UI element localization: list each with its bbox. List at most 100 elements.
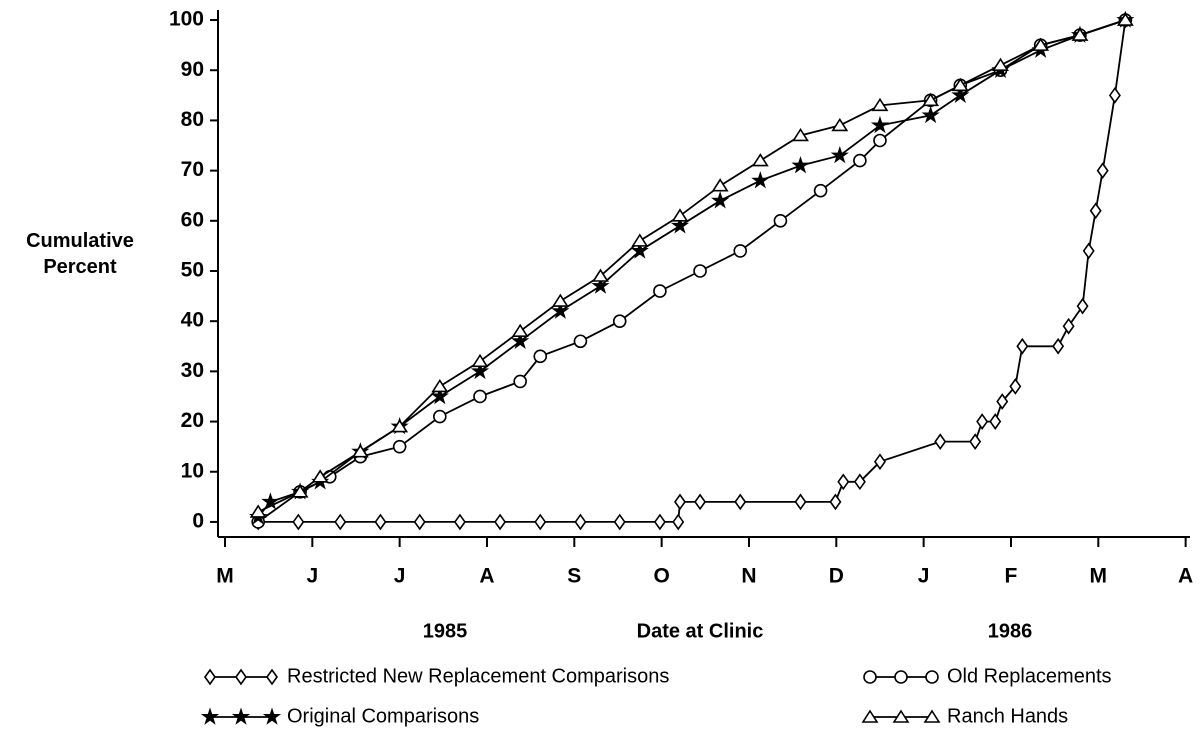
point — [1052, 337, 1065, 355]
legend-label: Ranch Hands — [947, 705, 1068, 727]
legend-marker — [861, 709, 879, 723]
point — [951, 85, 970, 104]
point — [751, 153, 769, 167]
point — [613, 513, 626, 531]
y-tick-label: 50 — [181, 259, 204, 282]
point — [653, 284, 667, 298]
year-label: 1985 — [423, 620, 468, 642]
point — [671, 208, 689, 222]
x-tick-label: J — [394, 565, 406, 588]
point — [573, 334, 588, 349]
point — [334, 513, 347, 531]
point — [694, 493, 707, 511]
legend-marker — [231, 707, 251, 725]
x-tick-label: N — [741, 565, 756, 588]
legend-label: Original Comparisons — [287, 705, 479, 727]
point — [1032, 37, 1050, 51]
point — [612, 314, 627, 328]
point — [1116, 12, 1134, 26]
point — [1062, 317, 1075, 335]
x-tick-label: J — [306, 565, 318, 588]
y-tick-label: 60 — [181, 208, 204, 231]
y-tick-label: 10 — [181, 459, 204, 482]
x-tick-label: S — [567, 565, 581, 588]
point — [773, 214, 788, 228]
point — [470, 361, 490, 380]
series-line — [257, 19, 1126, 513]
legend-item: Original Comparisons — [200, 705, 479, 727]
point — [374, 513, 387, 531]
point — [513, 374, 527, 389]
y-axis-title: Cumulative Percent — [26, 230, 134, 278]
legend-item: Restricted New Replacement Comparisons — [204, 665, 669, 687]
point — [969, 433, 982, 451]
point — [853, 473, 866, 491]
point — [853, 153, 867, 168]
point — [431, 378, 449, 393]
x-tick-label: M — [216, 565, 234, 588]
point — [473, 389, 487, 404]
point — [1016, 337, 1029, 355]
point — [551, 293, 569, 307]
point — [693, 264, 707, 278]
point — [711, 191, 730, 209]
legend-item: Ranch Hands — [861, 705, 1068, 727]
point — [413, 513, 426, 531]
y-tick-label: 40 — [181, 309, 204, 332]
series-line — [257, 19, 1126, 523]
point — [792, 127, 809, 142]
point — [1096, 162, 1109, 179]
point — [672, 513, 685, 531]
legend-marker — [204, 668, 216, 686]
y-tick-label: 30 — [181, 359, 204, 382]
point — [592, 268, 609, 282]
x-tick-label: D — [829, 565, 844, 588]
point — [674, 493, 686, 511]
legend-marker — [894, 670, 908, 684]
point — [873, 453, 886, 471]
y-tick-label: 20 — [181, 409, 204, 432]
point — [1108, 86, 1121, 104]
y-tick-label: 0 — [192, 509, 204, 532]
legend-label: Restricted New Replacement Comparisons — [287, 665, 669, 687]
point — [794, 493, 807, 511]
series-line — [258, 19, 1127, 523]
y-tick-label: 100 — [169, 8, 204, 31]
point — [813, 183, 828, 198]
point — [391, 419, 409, 433]
point — [1076, 297, 1089, 315]
point — [670, 216, 690, 234]
point — [1089, 202, 1102, 220]
point — [291, 484, 309, 498]
point — [831, 117, 849, 132]
point — [921, 105, 940, 124]
point — [533, 349, 548, 364]
legend-marker — [235, 668, 247, 686]
point — [837, 473, 850, 491]
point — [734, 493, 747, 511]
point — [711, 178, 729, 192]
legend-marker — [266, 668, 278, 686]
year-label: 1986 — [988, 620, 1033, 642]
x-tick-label: F — [1005, 565, 1018, 588]
point — [870, 115, 890, 134]
x-tick-label: M — [1090, 565, 1108, 588]
legend-marker — [923, 709, 941, 723]
point — [829, 493, 842, 511]
point — [534, 513, 547, 531]
x-tick-label: A — [1178, 565, 1193, 588]
legend-item: Old Replacements — [863, 665, 1112, 687]
point — [471, 353, 489, 368]
legend-marker — [200, 707, 220, 725]
point — [453, 513, 466, 531]
point — [1071, 27, 1089, 41]
point — [494, 513, 507, 531]
point — [992, 57, 1009, 72]
x-axis-title: Date at Clinic — [637, 620, 764, 642]
point — [733, 244, 748, 258]
y-tick-label: 80 — [181, 108, 204, 131]
y-tick-label: 70 — [181, 158, 204, 181]
point — [934, 433, 947, 451]
